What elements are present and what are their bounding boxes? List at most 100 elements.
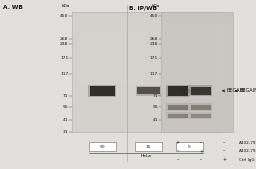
Bar [72,112,220,116]
Bar [161,128,233,132]
Text: 50: 50 [100,145,105,149]
Bar [161,12,233,132]
Text: +: + [176,140,180,145]
Bar [191,87,211,95]
Bar [72,64,220,68]
Bar [89,142,116,151]
Text: 238: 238 [150,42,158,46]
Bar [72,36,220,40]
Bar [72,76,220,80]
Bar [72,44,220,48]
Bar [72,52,220,56]
Text: 171: 171 [60,56,68,60]
Bar [72,128,220,132]
Bar [72,80,220,84]
Bar [161,104,233,108]
Bar [72,88,220,92]
Text: 41: 41 [153,118,158,122]
Bar [161,44,233,48]
Bar [136,86,161,96]
Bar [166,112,189,119]
Bar [161,40,233,44]
Bar [166,103,189,111]
Bar [161,88,233,92]
Bar [88,85,116,97]
Bar [161,84,233,88]
Bar [161,52,233,56]
Bar [191,114,211,118]
Text: –: – [177,149,179,154]
Text: A302-793A: A302-793A [239,149,256,153]
Text: +: + [222,157,226,162]
Text: BEGAIN: BEGAIN [239,88,256,93]
Bar [72,108,220,112]
Text: –: – [223,140,225,145]
Bar [161,72,233,76]
Bar [166,85,189,97]
Bar [161,120,233,124]
Bar [191,104,211,110]
Bar [72,92,220,96]
Text: 71: 71 [153,94,158,98]
Bar [72,12,220,16]
Text: HeLa: HeLa [141,154,151,158]
Text: –: – [200,157,202,162]
Text: +: + [199,149,203,154]
Bar [72,96,220,100]
Text: –: – [223,149,225,154]
Bar [161,124,233,128]
Text: 55: 55 [152,105,158,109]
Text: 268: 268 [60,37,68,41]
Text: 117: 117 [60,73,68,77]
Bar [161,100,233,104]
Text: 71: 71 [63,94,68,98]
Bar [161,56,233,60]
Bar [161,68,233,72]
Bar [161,12,233,16]
Bar [72,120,220,124]
Bar [72,16,220,20]
Bar [168,104,188,110]
Text: kDa: kDa [62,4,70,8]
Bar [161,76,233,80]
Text: BEGAIN: BEGAIN [227,88,246,93]
Text: Ctrl IgG: Ctrl IgG [239,158,255,162]
Bar [72,104,220,108]
Text: 5: 5 [188,145,191,149]
Bar [72,72,220,76]
Text: –: – [177,157,179,162]
Text: 15: 15 [146,145,151,149]
Bar [161,32,233,36]
Text: 268: 268 [150,37,158,41]
Bar [72,116,220,120]
Bar [168,86,188,95]
Bar [161,112,233,116]
Bar [189,112,212,119]
Text: 117: 117 [150,73,158,77]
Text: A302-792A: A302-792A [239,141,256,145]
Text: 171: 171 [150,56,158,60]
Text: –: – [200,140,202,145]
Bar [178,87,201,94]
Bar [72,28,220,32]
Bar [72,48,220,52]
Bar [90,86,115,95]
Bar [72,24,220,28]
Bar [72,100,220,104]
Bar [176,142,203,151]
Bar [161,80,233,84]
Bar [72,60,220,64]
Text: kDa: kDa [152,4,160,8]
Bar [161,20,233,24]
Bar [72,56,220,60]
Bar [189,103,212,111]
Bar [179,89,200,93]
Bar [161,108,233,112]
Bar [72,40,220,44]
Bar [72,32,220,36]
Text: 41: 41 [63,118,68,122]
Bar [72,12,220,132]
Bar [161,60,233,64]
Bar [161,16,233,20]
Text: 238: 238 [60,42,68,46]
